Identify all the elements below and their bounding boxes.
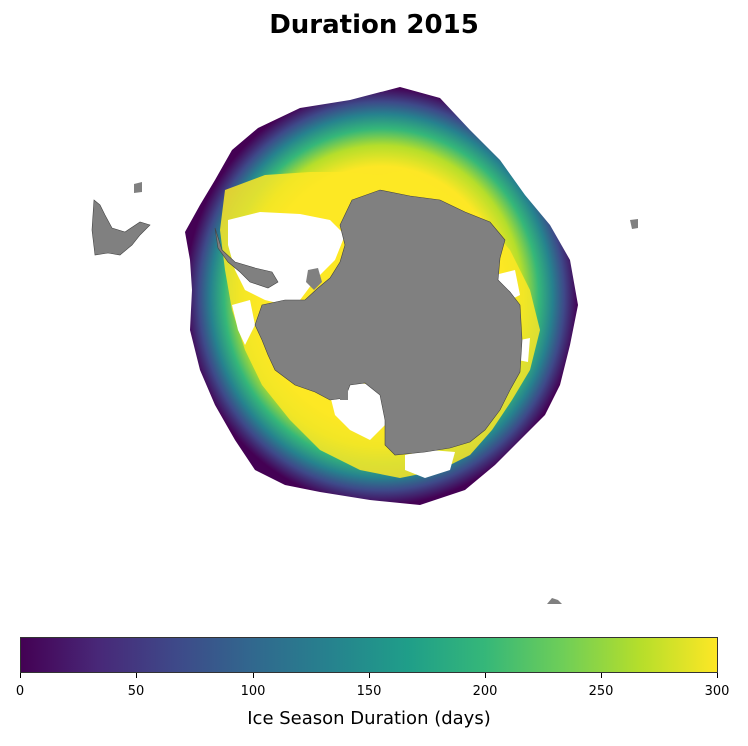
map-title: Duration 2015: [269, 10, 479, 40]
colorbar-tick-label: 0: [15, 684, 25, 699]
south-america-tip: [91, 199, 151, 256]
colorbar-label: Ice Season Duration (days): [247, 708, 491, 729]
antarctica-landmass: [254, 189, 523, 456]
colorbar-tick: [485, 673, 486, 678]
colorbar-tick: [253, 673, 254, 678]
colorbar-tick-label: 150: [356, 684, 382, 699]
island: [134, 182, 142, 193]
island: [630, 219, 638, 229]
colorbar-tick-label: 50: [127, 684, 145, 699]
colorbar-tick: [601, 673, 602, 678]
island: [306, 268, 322, 290]
colorbar-tick-label: 100: [240, 684, 266, 699]
colorbar-tick-label: 250: [588, 684, 614, 699]
colorbar-tick: [369, 673, 370, 678]
colorbar-tick: [717, 673, 718, 678]
colorbar-tick: [20, 673, 21, 678]
colorbar: [20, 637, 718, 673]
new-zealand-fragment: [547, 598, 562, 604]
open-water-area: [232, 300, 255, 345]
open-water-area: [405, 450, 455, 478]
antarctic-sea-ice-map: [91, 87, 638, 604]
colorbar-tick-label: 300: [704, 684, 730, 699]
colorbar-tick: [136, 673, 137, 678]
colorbar-tick-label: 200: [472, 684, 498, 699]
open-water-area: [495, 270, 520, 300]
island: [340, 390, 348, 400]
antarctic-peninsula: [214, 227, 279, 289]
